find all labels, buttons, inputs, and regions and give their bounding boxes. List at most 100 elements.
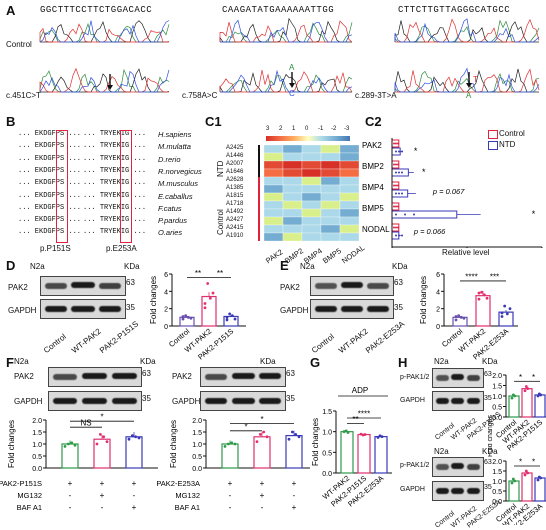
chart-point xyxy=(208,296,212,300)
heatmap-cell xyxy=(320,216,341,226)
c2-dot xyxy=(397,226,399,229)
chart-point xyxy=(454,318,458,322)
trace-2-0-2 xyxy=(395,18,540,43)
h-mw-63-top: 63 xyxy=(484,371,492,378)
species-name: D.rerio xyxy=(158,154,181,164)
species-name: F.catus xyxy=(158,203,182,213)
sig-label: * xyxy=(519,373,522,382)
chart-point xyxy=(225,315,229,319)
chart-point xyxy=(480,290,484,294)
chart-point xyxy=(513,394,517,398)
heatmap-cell xyxy=(264,184,284,194)
heatmap-cell xyxy=(301,168,322,178)
heatmap-sample: A2415 xyxy=(226,225,244,231)
heatmap-cell xyxy=(282,232,303,241)
chart-bar xyxy=(508,480,520,502)
f-mark: + xyxy=(228,479,233,488)
chart-bar xyxy=(125,436,143,469)
heatmap-cell xyxy=(301,208,322,218)
alignment-seq-left: ... EKDGFPS ... xyxy=(18,142,82,151)
sig-label: * xyxy=(260,415,263,424)
c2-star: * xyxy=(422,167,426,177)
scale-tick: 2 xyxy=(279,126,283,132)
heatmap-cell xyxy=(301,152,322,162)
e-blot-lane: Control xyxy=(310,332,336,356)
heatmap-cell xyxy=(339,208,360,218)
chart-point xyxy=(511,477,515,481)
chart-point xyxy=(181,315,185,318)
alignment-seq-left: ... EKDGFPS ... xyxy=(18,130,82,138)
scale-tick: 1 xyxy=(292,126,296,132)
chart-ytick-label: 1.5 xyxy=(492,469,502,476)
chart-point xyxy=(63,445,67,448)
chart-ytick-label: 0.0 xyxy=(492,415,502,422)
chart-point xyxy=(206,282,210,285)
chart-ytick-label: 0 xyxy=(436,324,440,331)
chart-bar xyxy=(475,295,491,327)
mut-arrowhead-0 xyxy=(107,85,113,90)
chart-ytick-label: 4 xyxy=(164,289,168,296)
heatmap-gene: BMP5 xyxy=(321,246,343,266)
chart-bar xyxy=(93,438,111,469)
chart-ylabel: Fold changes xyxy=(311,418,320,466)
c2-dot xyxy=(395,142,397,145)
c2-xlabel: Relative level xyxy=(442,248,490,257)
relative-level-chart: PAK2 BMP2 BMP4 BMP5 NODAL * * * p = 0.067 p = 0.0… xyxy=(362,138,543,248)
species-name: M.mulatta xyxy=(158,142,191,152)
seq-pak2-1: GGCTTTCCTTCTGGACACC xyxy=(40,5,153,15)
heatmap-cell xyxy=(282,152,303,162)
c2-dot xyxy=(401,192,403,195)
f-mark: - xyxy=(229,491,232,500)
heatmap-cell xyxy=(339,184,360,194)
f-row-pak2-right: PAK2 xyxy=(172,372,192,381)
chart-point xyxy=(189,316,193,320)
chart-point xyxy=(130,434,134,437)
e-blot-lane: WT-PAK2 xyxy=(337,326,370,356)
c2-dot xyxy=(395,150,397,153)
control-group-label: Control xyxy=(216,209,225,235)
alignment-row: ... EKDGFPS ...... TRYEKIG ... P.pardus xyxy=(18,216,187,225)
chart-point xyxy=(70,441,74,445)
heatmap-cell xyxy=(264,176,284,186)
chart-ytick-label: 1.0 xyxy=(492,394,502,401)
chart-point xyxy=(539,393,543,397)
chart-point xyxy=(102,435,106,439)
sig-label: ** xyxy=(195,269,201,278)
chart-point xyxy=(233,442,237,446)
species-name: O.aries xyxy=(158,228,183,238)
c2-dot xyxy=(397,142,399,145)
panel-label-c2: C2 xyxy=(365,114,382,129)
color-scale-labels: 3 2 1 0 -1 -2 -3 xyxy=(266,126,350,135)
heatmap-cell xyxy=(282,145,303,154)
heatmap-cell xyxy=(282,160,303,170)
heatmap-cell xyxy=(339,160,360,170)
f-mark: + xyxy=(260,491,265,500)
c2-dot xyxy=(398,192,400,195)
d-row-pak2: PAK2 xyxy=(8,283,28,292)
heatmap-cell xyxy=(320,145,341,154)
alignment-seq-left: ... EKDGFPS ... xyxy=(18,154,82,163)
trace-0-1-1 xyxy=(40,68,170,93)
panel-label-d: D xyxy=(6,258,16,273)
d-blot-pak2 xyxy=(40,276,126,296)
h-kda-top: KDa xyxy=(482,357,498,366)
heatmap-cell xyxy=(282,200,303,210)
panel-label-g: G xyxy=(310,355,321,370)
heatmap-cell xyxy=(301,232,322,241)
heatmap-cell xyxy=(301,145,322,154)
h-row-gapdh-bottom: GAPDH xyxy=(400,486,425,493)
chart-point xyxy=(503,304,507,308)
mut-base-3: T xyxy=(473,75,478,84)
chart-ytick-label: 2.0 xyxy=(192,418,202,425)
chart-ytick-label: 1.0 xyxy=(32,442,42,449)
chart-point xyxy=(105,440,109,443)
chart-point xyxy=(524,469,528,473)
f-mark: + xyxy=(132,503,137,512)
chart-ylabel: Fold changes xyxy=(419,276,428,324)
scale-tick: -2 xyxy=(331,126,337,132)
heatmap-cell xyxy=(339,152,360,162)
chart-bar xyxy=(357,433,371,474)
heatmap-cell xyxy=(264,200,284,210)
